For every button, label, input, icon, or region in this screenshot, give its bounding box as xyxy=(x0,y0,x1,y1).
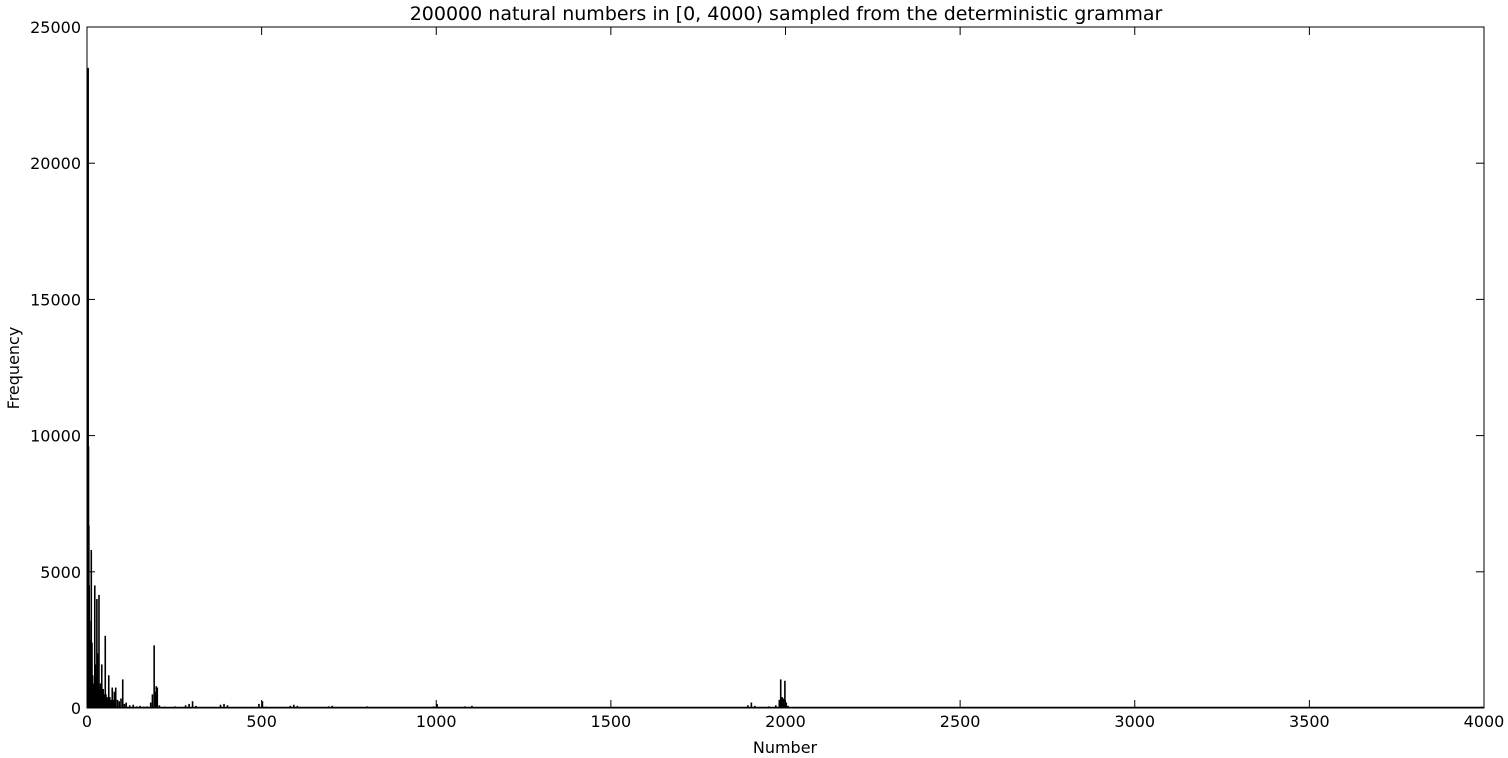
bar-185 xyxy=(151,694,154,708)
bar-1996 xyxy=(784,680,786,708)
x-tick-label: 3500 xyxy=(1289,712,1330,731)
bar-95 xyxy=(120,698,122,708)
bar-52 xyxy=(105,694,107,708)
bar-73 xyxy=(112,699,115,708)
bar-1970 xyxy=(775,705,777,708)
chart-title: 200000 natural numbers in [0, 4000) samp… xyxy=(410,3,1163,25)
bar-490 xyxy=(258,703,260,708)
y-axis-label: Frequency xyxy=(4,327,23,410)
bar-300 xyxy=(191,701,194,708)
bar-1900 xyxy=(750,702,753,708)
bar-1992 xyxy=(782,698,785,708)
y-tick-label: 25000 xyxy=(30,18,81,37)
x-tick-label: 1000 xyxy=(416,712,457,731)
y-tick-label: 10000 xyxy=(30,427,81,446)
bar-46 xyxy=(103,694,105,708)
bar-280 xyxy=(184,705,187,708)
bar-85 xyxy=(116,699,119,708)
bar-32 xyxy=(98,594,100,708)
bar-105 xyxy=(123,703,126,708)
bar-66 xyxy=(110,699,112,708)
bar-120 xyxy=(128,705,131,708)
bar-205 xyxy=(158,705,161,708)
x-tick-label: 0 xyxy=(82,712,92,731)
y-tick-label: 15000 xyxy=(30,290,81,309)
bar-400 xyxy=(226,705,229,708)
bar-10 xyxy=(90,550,93,708)
bar-1890 xyxy=(747,705,749,708)
bar-90 xyxy=(118,701,121,708)
bar-1000 xyxy=(436,703,438,708)
bar-290 xyxy=(188,703,190,708)
bar-590 xyxy=(293,704,295,708)
bar-100 xyxy=(121,679,124,708)
bar-76 xyxy=(113,691,116,708)
x-tick-label: 1500 xyxy=(591,712,632,731)
y-tick-label: 0 xyxy=(71,699,81,718)
bar-1980 xyxy=(778,699,781,708)
bar-20 xyxy=(93,585,96,708)
x-tick-label: 2500 xyxy=(940,712,981,731)
bar-380 xyxy=(219,704,222,708)
bar-193 xyxy=(154,691,157,708)
bar-1984 xyxy=(779,679,782,708)
x-tick-label: 4000 xyxy=(1464,712,1505,731)
bar-2000 xyxy=(785,702,788,708)
y-tick-label: 20000 xyxy=(30,154,81,173)
bar-40 xyxy=(100,664,103,708)
bar-199 xyxy=(156,687,159,708)
bar-390 xyxy=(223,703,225,708)
bar-130 xyxy=(132,704,134,708)
bar-196 xyxy=(155,686,158,708)
bar-1 xyxy=(87,67,89,709)
bar-190 xyxy=(153,645,155,708)
bar-60 xyxy=(107,675,110,708)
bar-63 xyxy=(109,697,111,708)
x-tick-label: 3000 xyxy=(1114,712,1155,731)
bar-80 xyxy=(114,687,117,708)
bar-50 xyxy=(104,635,107,708)
bars-group xyxy=(87,67,1484,709)
x-axis-ticks: 0 500 1000 1500 2000 2500 3000 3500 4000 xyxy=(82,27,1504,731)
bar-55 xyxy=(106,697,108,708)
x-axis-label: Number xyxy=(753,738,818,757)
y-axis-ticks: 0 5000 10000 15000 20000 25000 xyxy=(30,18,1484,718)
bar-500 xyxy=(261,701,264,708)
bar-70 xyxy=(111,687,114,708)
y-tick-label: 5000 xyxy=(40,563,81,582)
x-tick-label: 500 xyxy=(246,712,277,731)
bar-110 xyxy=(125,702,128,708)
x-tick-label: 2000 xyxy=(765,712,806,731)
plot-frame xyxy=(86,26,1485,709)
bar-180 xyxy=(149,702,152,708)
bar-28 xyxy=(96,653,99,708)
bar-1988 xyxy=(781,697,783,708)
